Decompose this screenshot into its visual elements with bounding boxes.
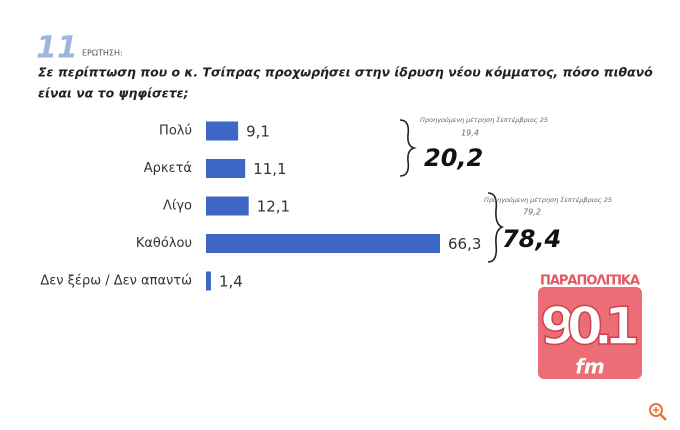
bar <box>206 271 211 291</box>
logo-name: ΠΑΡΑΠΟΛΙΤΙΚΑ <box>540 274 640 289</box>
logo: ΠΑΡΑΠΟΛΙΤΙΚΑ 90.1 fm <box>538 274 642 379</box>
question-label: ΕΡΩΤΗΣΗ: <box>82 49 123 58</box>
annotation-previous: 19,4 <box>461 129 479 138</box>
chart-title: Σε περίπτωση που ο κ. Τσίπρας προχωρήσει… <box>38 65 653 80</box>
value-label: 12,1 <box>257 198 290 216</box>
logo-frequency: 90.1 <box>540 297 640 357</box>
category-label: Λίγο <box>163 199 192 214</box>
zoom-icon[interactable] <box>649 403 667 421</box>
value-label: 9,1 <box>246 123 270 141</box>
bar <box>206 121 239 141</box>
category-label: Καθόλου <box>136 236 192 251</box>
category-label: Πολύ <box>159 124 192 139</box>
bar <box>206 159 246 178</box>
bar <box>206 234 440 253</box>
value-label: 1,4 <box>219 273 243 291</box>
category-label: Αρκετά <box>144 161 192 176</box>
annotation-total: 20,2 <box>424 144 483 172</box>
category-label: Δεν ξέρω / Δεν απαντώ <box>40 274 192 289</box>
logo-band: fm <box>575 355 605 379</box>
brace <box>487 192 505 263</box>
bar <box>206 196 249 216</box>
value-label: 66,3 <box>448 235 481 253</box>
annotation-note: Προηγούμενη μέτρηση Σεπτέμβριος 25 <box>420 116 548 124</box>
logo-bg <box>538 287 642 379</box>
annotation-total: 78,4 <box>502 225 561 253</box>
question-number: 11 <box>36 31 78 66</box>
value-label: 11,1 <box>253 160 286 178</box>
brace <box>399 119 417 177</box>
annotation-previous: 79,2 <box>523 208 541 217</box>
chart-title-line2: είναι να το ψηφίσετε; <box>38 86 189 101</box>
annotation-note: Προηγούμενη μέτρηση Σεπτέμβριος 25 <box>484 196 612 204</box>
